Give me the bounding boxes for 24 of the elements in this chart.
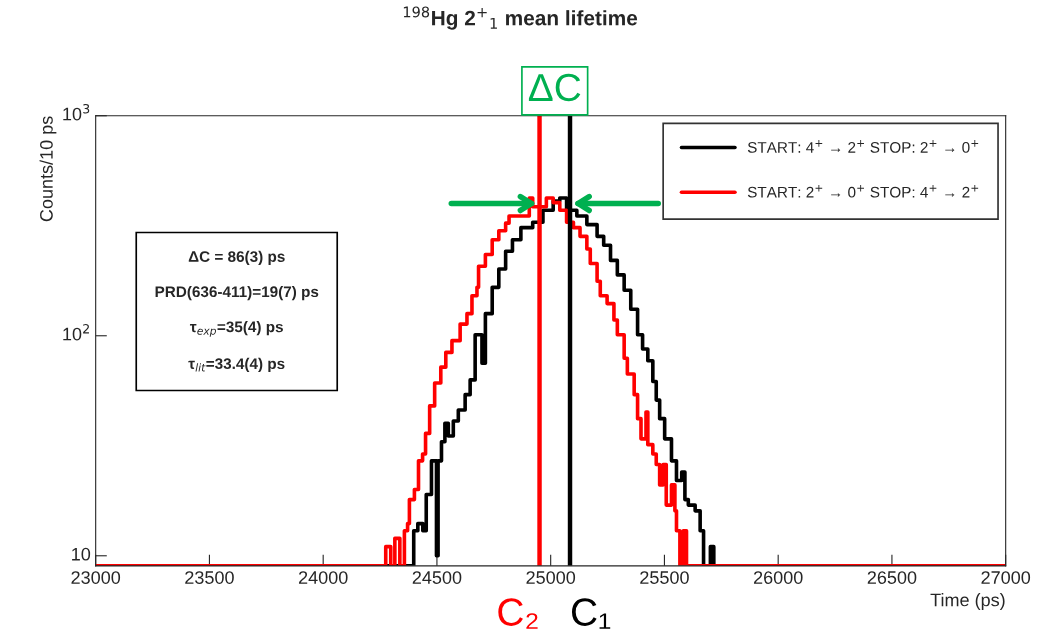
- x-axis-title: Time (ps): [930, 593, 1005, 610]
- y-tick-label: 10: [72, 547, 91, 561]
- x-tick-label: 25000: [526, 571, 576, 584]
- x-tick-label: 26500: [867, 571, 917, 584]
- text: ΔC: [528, 73, 581, 102]
- x-tick-label: 24000: [298, 571, 348, 584]
- y-tick-label: 10$^{2}$: [63, 323, 89, 341]
- annotation: τ$_{exp}$=35(4) ps: [189, 321, 283, 337]
- y-tick-label: 10$^{3}$: [63, 103, 90, 121]
- ref-line-label: C₁: [571, 598, 611, 629]
- x-tick-label: 26000: [753, 571, 803, 584]
- legend-label: START: 2$^{+}$ → 0$^{+}$ STOP: 4$^{+}$ → 2$^{+}$: [747, 184, 979, 198]
- y-axis-title: Counts/10 ps: [39, 116, 57, 222]
- annotation: τ$_{lit}$=33.4(4) ps: [188, 357, 285, 373]
- chart-title: $^{198}$Hg 2$^{+}$$_{1}$ mean lifetime: [403, 6, 638, 30]
- x-tick-label: 23000: [71, 571, 121, 584]
- annotation: ΔC = 86(3) ps: [188, 250, 285, 266]
- x-tick-label: 27000: [981, 571, 1031, 584]
- annotation: PRD(636-411)=19(7) ps: [155, 285, 319, 301]
- x-tick-label: 23500: [185, 571, 234, 584]
- legend-label: START: 4$^{+}$ → 2$^{+}$ STOP: 2$^{+}$ → 0$^{+}$: [747, 140, 979, 153]
- x-tick-label: 24500: [412, 571, 462, 584]
- ref-line-label: C₂: [498, 598, 538, 629]
- x-tick-label: 25500: [640, 571, 689, 584]
